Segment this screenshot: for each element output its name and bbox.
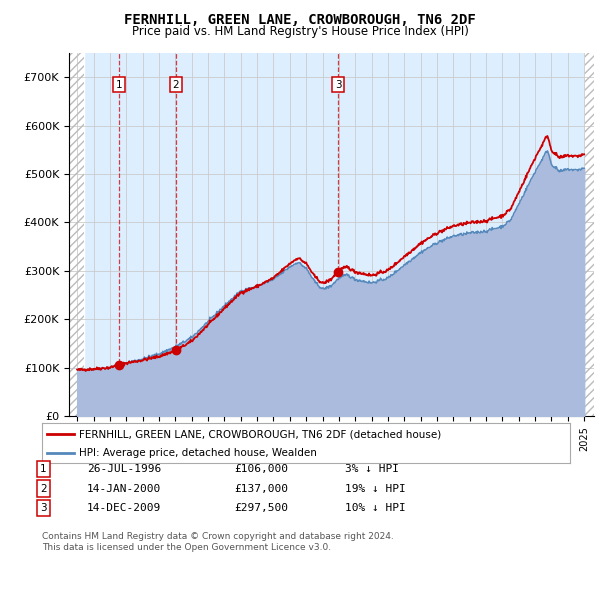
Text: 10% ↓ HPI: 10% ↓ HPI — [345, 503, 406, 513]
Bar — [586, 53, 594, 416]
Text: £137,000: £137,000 — [234, 484, 288, 493]
Text: 3% ↓ HPI: 3% ↓ HPI — [345, 464, 399, 474]
Text: £106,000: £106,000 — [234, 464, 288, 474]
Text: 2: 2 — [173, 80, 179, 90]
Text: 14-JAN-2000: 14-JAN-2000 — [87, 484, 161, 493]
Text: 1: 1 — [116, 80, 122, 90]
Text: 3: 3 — [335, 80, 341, 90]
Text: £297,500: £297,500 — [234, 503, 288, 513]
Text: 2: 2 — [40, 484, 47, 493]
Text: FERNHILL, GREEN LANE, CROWBOROUGH, TN6 2DF: FERNHILL, GREEN LANE, CROWBOROUGH, TN6 2… — [124, 13, 476, 27]
Text: 19% ↓ HPI: 19% ↓ HPI — [345, 484, 406, 493]
Bar — [69, 53, 84, 416]
Text: FERNHILL, GREEN LANE, CROWBOROUGH, TN6 2DF (detached house): FERNHILL, GREEN LANE, CROWBOROUGH, TN6 2… — [79, 430, 441, 440]
Text: 1: 1 — [40, 464, 47, 474]
Text: 26-JUL-1996: 26-JUL-1996 — [87, 464, 161, 474]
Text: HPI: Average price, detached house, Wealden: HPI: Average price, detached house, Weal… — [79, 448, 317, 458]
Bar — [69, 53, 84, 416]
Text: Contains HM Land Registry data © Crown copyright and database right 2024.
This d: Contains HM Land Registry data © Crown c… — [42, 532, 394, 552]
Bar — [586, 53, 594, 416]
Text: 3: 3 — [40, 503, 47, 513]
Text: Price paid vs. HM Land Registry's House Price Index (HPI): Price paid vs. HM Land Registry's House … — [131, 25, 469, 38]
Text: 14-DEC-2009: 14-DEC-2009 — [87, 503, 161, 513]
